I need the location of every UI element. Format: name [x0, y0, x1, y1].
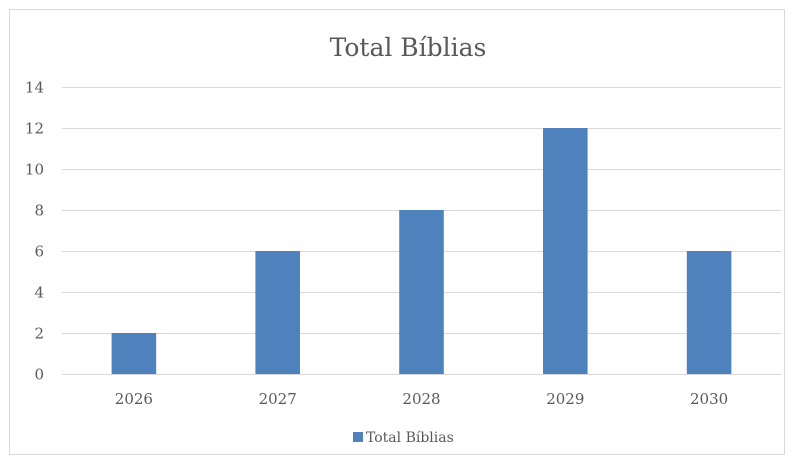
- bar-2026: [111, 333, 157, 374]
- y-tick-label: 4: [34, 284, 44, 302]
- legend-label: Total Bíblias: [366, 430, 454, 446]
- x-axis-tick-labels: 2026 2027 2028 2029 2030: [115, 390, 728, 408]
- bar-2029: [543, 128, 588, 374]
- bars: [111, 128, 732, 374]
- y-tick-label: 0: [34, 366, 44, 384]
- x-tick-label-2028: 2028: [402, 390, 440, 408]
- y-axis-tick-labels: 0 2 4 6 8 10 12 14: [25, 79, 44, 384]
- x-tick-label-2026: 2026: [115, 390, 153, 408]
- y-tick-label: 10: [25, 161, 44, 179]
- y-tick-label: 2: [34, 325, 44, 343]
- y-tick-label: 14: [25, 79, 44, 97]
- y-tick-label: 8: [34, 202, 44, 220]
- bar-2028: [399, 210, 444, 374]
- x-tick-label-2027: 2027: [259, 390, 297, 408]
- x-tick-label-2030: 2030: [690, 390, 728, 408]
- chart-title: Total Bíblias: [330, 33, 487, 62]
- legend: Total Bíblias: [353, 430, 454, 446]
- x-tick-label-2029: 2029: [546, 390, 584, 408]
- bar-2030: [686, 251, 732, 374]
- y-tick-label: 6: [34, 243, 44, 261]
- y-tick-label: 12: [25, 120, 44, 138]
- chart-frame: [9, 9, 785, 455]
- bar-2027: [255, 251, 300, 374]
- legend-swatch: [353, 432, 363, 442]
